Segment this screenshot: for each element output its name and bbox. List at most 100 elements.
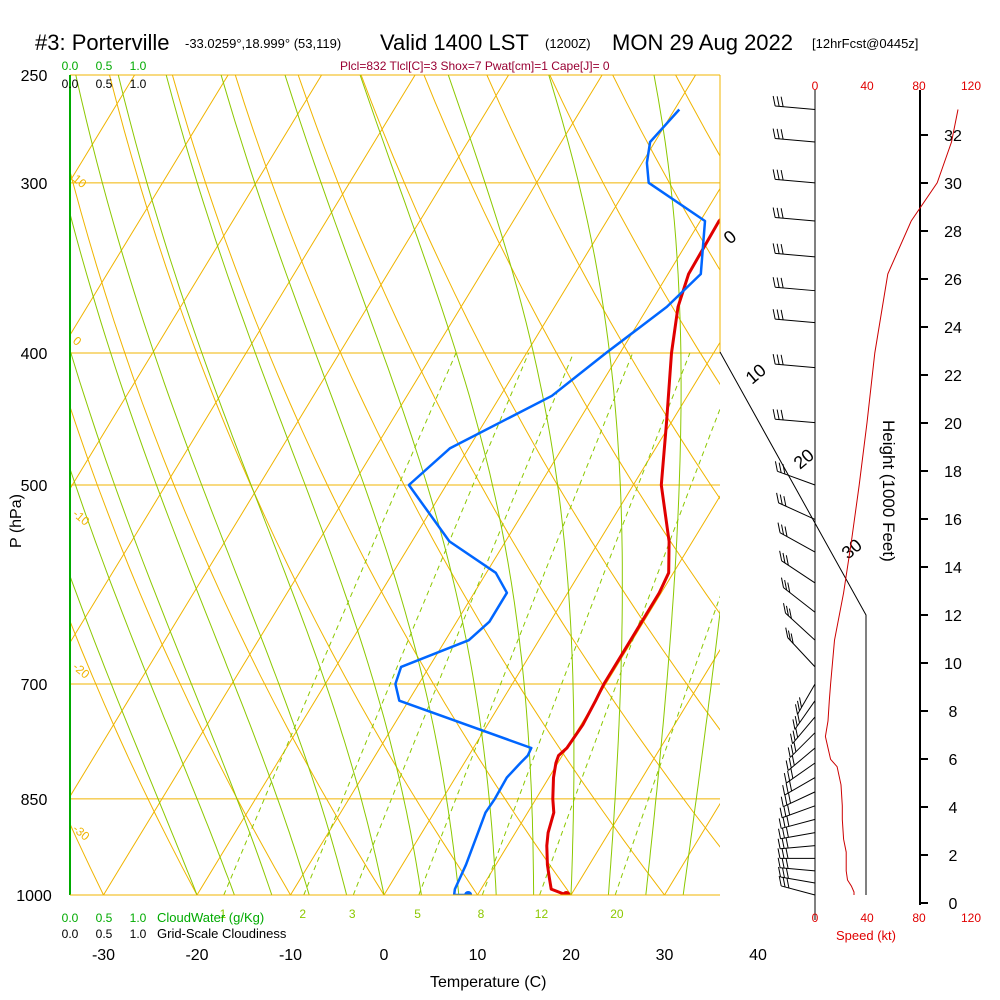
wind-barb-flag bbox=[787, 630, 791, 641]
y-tick-label: 500 bbox=[21, 478, 48, 495]
height-tick-label: 18 bbox=[944, 464, 962, 481]
height-tick-label: 20 bbox=[944, 416, 962, 433]
wind-barb-flag bbox=[780, 96, 784, 107]
mixing-ratio-label: 3 bbox=[349, 907, 356, 921]
dry-adiabat-line bbox=[927, 75, 1000, 895]
pressure-axis: 250 300 400 500 700 850 1000 bbox=[16, 68, 52, 905]
y-tick-label: 250 bbox=[21, 68, 48, 85]
wind-barb-flag bbox=[780, 354, 784, 365]
speed-tick-top: 0 bbox=[812, 79, 819, 93]
cloudiness-axis-title: Grid-Scale Cloudiness bbox=[157, 926, 287, 941]
wind-barb bbox=[777, 848, 815, 859]
sounding-profiles bbox=[394, 108, 720, 895]
x-tick-label: 40 bbox=[749, 947, 767, 964]
moist-adiabat-label: 20 bbox=[790, 445, 818, 473]
wind-barb-flag bbox=[788, 608, 792, 619]
wind-barb-flag bbox=[784, 579, 788, 591]
speed-axis-title: Speed (kt) bbox=[836, 928, 896, 943]
height-tick-label: 24 bbox=[944, 320, 962, 337]
wind-barb bbox=[778, 816, 816, 829]
cloudiness-tick-top: 1.0 bbox=[130, 77, 147, 91]
wind-barb-flag bbox=[790, 633, 794, 644]
dry-adiabat-line bbox=[990, 75, 1000, 895]
isotherm-line bbox=[103, 75, 603, 895]
indices-text: Plcl=832 Tlcl[C]=3 Shox=7 Pwat[cm]=1 Cap… bbox=[340, 59, 610, 73]
wind-barb-flag bbox=[772, 128, 776, 139]
wind-barb-flag bbox=[772, 309, 776, 320]
wind-barb-flag bbox=[787, 770, 791, 781]
wind-barb-flag bbox=[780, 169, 784, 181]
wind-barb-flag bbox=[786, 816, 790, 827]
wind-barb bbox=[783, 762, 816, 784]
y-tick-label: 700 bbox=[21, 677, 48, 694]
height-axis-title: Height (1000 Feet) bbox=[879, 420, 898, 562]
wind-barb-staff bbox=[775, 286, 816, 292]
wind-barb-flag bbox=[785, 760, 789, 771]
wind-barb-flag bbox=[788, 793, 792, 804]
moist-adiabat-line bbox=[548, 75, 623, 895]
wind-barb-staff bbox=[778, 502, 816, 520]
moist-adiabat-line bbox=[447, 75, 575, 895]
wind-barb-flag bbox=[778, 818, 782, 829]
plot-frame bbox=[69, 75, 921, 920]
mixing-ratio-line bbox=[418, 352, 634, 895]
wind-barb bbox=[772, 128, 816, 143]
wind-barb-flag bbox=[776, 128, 780, 139]
isotherm-line bbox=[383, 341, 720, 895]
cloudwater-tick-top: 1.0 bbox=[130, 59, 147, 73]
wind-barb bbox=[772, 169, 816, 184]
station-coords: -33.0259°,18.999° (53,119) bbox=[185, 36, 341, 51]
wind-barb bbox=[780, 577, 816, 613]
wind-barb bbox=[772, 95, 816, 110]
wind-barb-staff bbox=[797, 683, 816, 715]
cloudiness-tick-bottom: 1.0 bbox=[130, 927, 147, 941]
speed-tick-bottom: 0 bbox=[812, 911, 819, 925]
wind-barb-flag bbox=[780, 243, 784, 255]
wind-barb bbox=[774, 461, 816, 486]
wind-barb-flag bbox=[785, 783, 789, 794]
x-tick-label: -10 bbox=[279, 947, 302, 964]
wind-barb-flag bbox=[772, 207, 776, 218]
wind-barb-flag bbox=[776, 243, 780, 254]
wind-barb-flag bbox=[772, 95, 776, 107]
speed-tick-top: 120 bbox=[961, 79, 981, 93]
wind-barb-flag bbox=[780, 796, 784, 807]
isotherm-line bbox=[70, 75, 229, 336]
wind-barb-flag bbox=[781, 827, 785, 839]
wind-barb-flag bbox=[787, 804, 791, 816]
guide-lines bbox=[0, 75, 1000, 895]
wind-barb-staff bbox=[781, 805, 816, 819]
dry-adiabat-line bbox=[801, 75, 1000, 895]
wind-barb-flag bbox=[794, 715, 798, 727]
wind-barb-flag bbox=[781, 524, 785, 535]
dry-adiabat-line bbox=[0, 75, 10, 895]
wind-barb-flag bbox=[781, 848, 785, 859]
valid-time: Valid 1400 LST bbox=[380, 30, 529, 55]
wind-barb-flag bbox=[784, 526, 788, 537]
moist-adiabat-line bbox=[70, 467, 235, 895]
wind-barb bbox=[777, 857, 816, 872]
wind-barb-staff bbox=[787, 747, 816, 771]
wind-barb-flag bbox=[792, 730, 796, 741]
wind-barb-flag bbox=[780, 409, 784, 420]
wind-barb bbox=[783, 603, 816, 641]
isotherm-line bbox=[70, 75, 416, 644]
wind-barb-flag bbox=[788, 757, 792, 769]
temperature-surface-point bbox=[562, 891, 571, 895]
wind-barb-flag bbox=[780, 277, 784, 288]
wind-barb-staff bbox=[775, 178, 816, 184]
dry-adiabat-line bbox=[423, 75, 720, 615]
wind-barb bbox=[792, 700, 816, 730]
wind-barb-flag bbox=[785, 848, 789, 859]
cloudiness-tick-bottom: 0.5 bbox=[96, 927, 113, 941]
wind-barb bbox=[772, 354, 816, 369]
wind-barb-staff bbox=[787, 637, 816, 668]
wind-barb-flag bbox=[776, 277, 780, 288]
wind-barb-staff bbox=[775, 252, 816, 258]
wind-barb-flag bbox=[782, 817, 786, 828]
height-tick-label: 8 bbox=[949, 704, 958, 721]
wind-barb-staff bbox=[775, 418, 816, 424]
